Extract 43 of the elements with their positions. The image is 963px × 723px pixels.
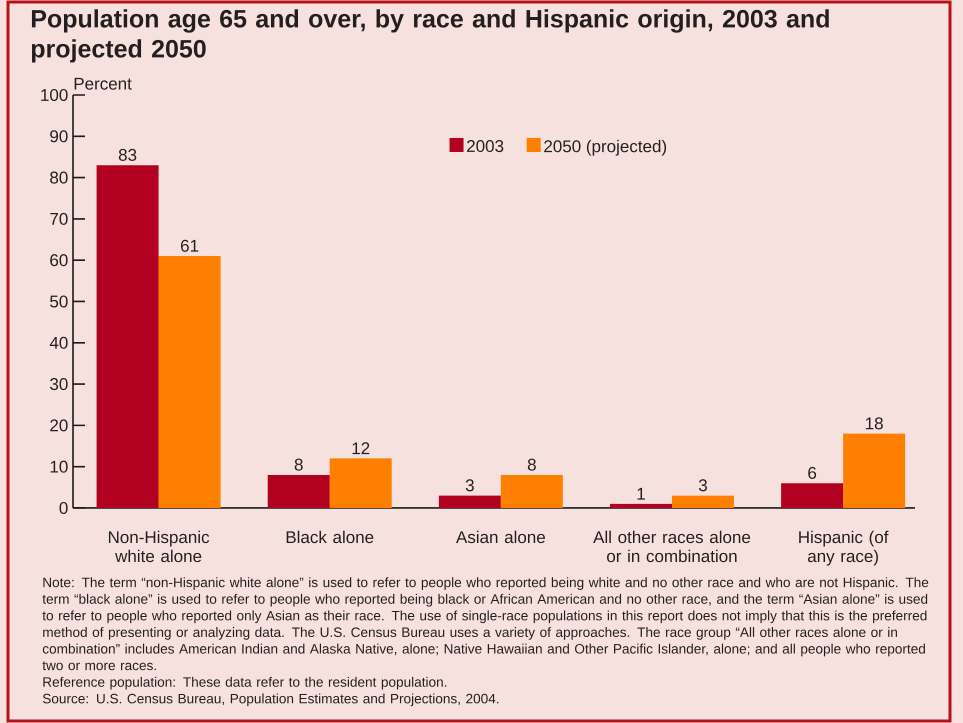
y-tick-label: 10 xyxy=(50,460,68,473)
bar xyxy=(158,256,221,508)
x-tick-label: All other races alone or in combination xyxy=(593,530,750,562)
x-tick-label: Non-Hispanic white alone xyxy=(108,530,210,562)
bar xyxy=(843,434,906,508)
x-tick-label: Black alone xyxy=(286,530,374,544)
x-tick-label: Hispanic (of any race) xyxy=(799,530,888,566)
data-label: 6 xyxy=(808,466,816,479)
y-axis-title: Percent xyxy=(74,78,132,90)
bar xyxy=(500,474,563,508)
y-tick-label: 100 xyxy=(41,88,68,102)
text: Reference population: These data refer to the resident population. xyxy=(43,676,446,690)
data-label: 3 xyxy=(466,479,474,492)
bar xyxy=(610,504,672,508)
data-label: 3 xyxy=(698,479,707,492)
source-note: Source: U.S. Census Bureau, Population Estimates and Projections, 2004. xyxy=(42,693,498,706)
y-tick-label: 40 xyxy=(50,336,68,349)
y-tick-label: 80 xyxy=(50,172,68,184)
data-label: 8 xyxy=(528,458,536,471)
text: Note: The term “non-Hispanic white alone” is used to refer to people who reported being white and no other race and who are not Hispanic. The term “black alone” is used to refer to people who reported being black or African American and no other race, and the term “Asian alone” is used to refer to people who reported only Asian as their race. The use of single-race populations in this report does not imply that this is the preferred method of presenting or analyzing data. The U.S. Census Bureau uses a variety of approaches. The race group “All other races alone or in combination” includes American Indian and Alaska Native, alone; Native Hawaiian and Other Pacific Islander, alone; and all people who reported two or more races. xyxy=(42,577,928,670)
bar xyxy=(438,496,501,508)
y-tick-label: 90 xyxy=(50,130,68,142)
x-tick-label: Asian alone xyxy=(456,530,545,544)
y-tick-label: 30 xyxy=(50,378,68,390)
chart-title: Population age 65 and over, by race and Hispanic origin, 2003 and projected 2050 xyxy=(32,9,829,63)
data-label: 18 xyxy=(866,417,883,430)
legend-label: 2050 (projected) xyxy=(544,140,666,156)
legend-label: 2003 xyxy=(467,140,504,152)
y-tick-label: 0 xyxy=(60,502,68,514)
bar xyxy=(96,165,159,508)
data-label: 61 xyxy=(180,240,198,252)
data-label: 83 xyxy=(118,148,136,161)
bar xyxy=(330,458,392,508)
bar xyxy=(268,474,330,508)
data-label: 1 xyxy=(638,488,645,500)
y-tick-label: 60 xyxy=(50,254,68,266)
data-label: 12 xyxy=(352,442,370,454)
bar xyxy=(781,483,844,508)
bar xyxy=(672,496,734,508)
y-tick-label: 20 xyxy=(50,419,68,432)
data-label: 8 xyxy=(294,458,303,471)
y-tick-label: 70 xyxy=(50,212,68,225)
y-tick-label: 50 xyxy=(50,295,68,308)
